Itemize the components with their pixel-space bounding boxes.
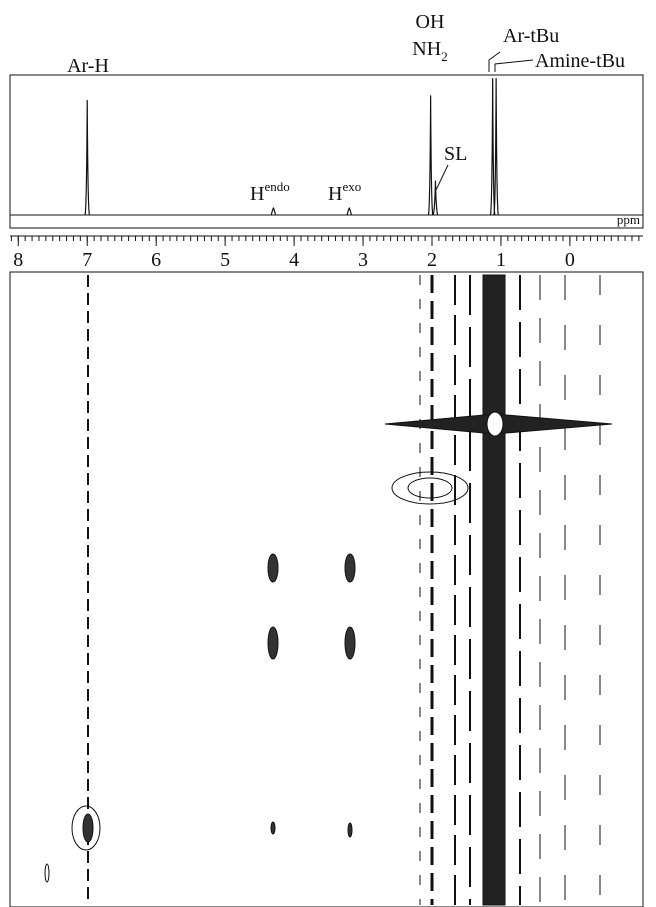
annotation-sup: endo [264, 179, 289, 194]
contour-band [482, 274, 506, 906]
x-tick-label: 1 [496, 249, 506, 271]
contour-blob [486, 411, 504, 437]
annotation-sup: exo [342, 179, 361, 194]
peak [427, 95, 434, 216]
x-tick-label: 3 [358, 249, 368, 271]
annotation-sub: 2 [441, 49, 448, 64]
contour-blob [407, 477, 453, 499]
peak [432, 180, 439, 216]
contour-blob [71, 805, 101, 851]
x-tick-label: 7 [82, 249, 92, 271]
x-tick-label: 5 [220, 249, 230, 271]
annotation: OH [416, 11, 445, 33]
annotation: H [328, 183, 342, 205]
peak [493, 78, 499, 216]
peak [84, 99, 91, 216]
leader-line [494, 59, 534, 72]
leader-line [488, 51, 501, 72]
contour-blob [344, 626, 356, 660]
peak [270, 207, 277, 216]
contour-blob [391, 471, 469, 505]
peak [346, 207, 353, 216]
contour-blob [44, 863, 50, 883]
contour-frame [9, 271, 644, 907]
contour-blob [267, 626, 279, 660]
contour-blob [270, 821, 276, 835]
x-tick-label: 4 [289, 249, 299, 271]
annotation: Amine-tBu [535, 50, 625, 72]
x-axis-label: ppm [617, 212, 640, 227]
spectrum-frame [9, 74, 644, 229]
annotation: Ar-H [67, 55, 109, 77]
leader-line [435, 164, 449, 191]
annotation: Ar-tBu [503, 25, 559, 47]
contour-blob [267, 553, 279, 583]
annotation: Hendo [250, 179, 290, 205]
annotation: SL [444, 143, 467, 165]
annotation: NH2 [412, 38, 447, 64]
contour-blob [347, 822, 353, 838]
x-tick-label: 6 [151, 249, 161, 271]
contour-plot [44, 274, 613, 906]
annotation: NH [412, 38, 441, 60]
annotation: H [250, 183, 264, 205]
annotation: Hexo [328, 179, 361, 205]
peak [489, 78, 496, 216]
x-tick-label: 0 [565, 249, 575, 271]
contour-blob [344, 553, 356, 583]
x-tick-label: 2 [427, 249, 437, 271]
x-tick-label: 8 [13, 249, 23, 271]
contour-blob [82, 813, 94, 843]
